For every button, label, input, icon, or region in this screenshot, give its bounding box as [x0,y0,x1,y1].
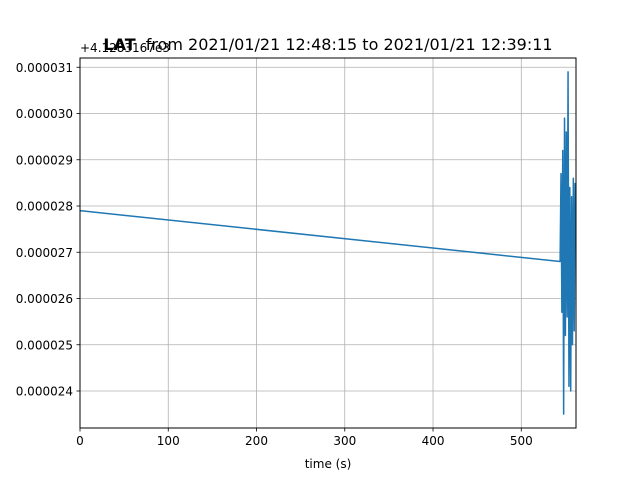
x-tick-label: 400 [422,434,445,448]
plot-frame [79,57,577,429]
lat-series-line [79,71,576,415]
y-tick-label: 0.000025 [16,338,73,352]
chart-title: LAT from 2021/01/21 12:48:15 to 2021/01/… [103,35,552,54]
x-axis-ticks: 0 100 200 300 400 500 [76,428,533,448]
chart-title-bold: LAT [103,35,135,54]
y-tick-label: 0.000026 [16,292,73,306]
chart-title-rest: from 2021/01/21 12:48:15 to 2021/01/21 1… [146,35,553,54]
x-tick-label: 300 [333,434,356,448]
y-tick-label: 0.000024 [16,385,73,399]
y-tick-label: 0.000029 [16,153,73,167]
x-tick-label: 200 [245,434,268,448]
x-tick-label: 500 [510,434,533,448]
y-offset-label: +4.1283167e3 [80,41,170,55]
x-axis-title: time (s) [305,457,352,471]
x-tick-label: 0 [76,434,84,448]
y-tick-label: 0.000030 [16,107,73,121]
y-tick-label: 0.000027 [16,246,73,260]
x-tick-label: 100 [157,434,180,448]
y-tick-label: 0.000028 [16,200,73,214]
series-layer [79,71,576,415]
y-tick-label: 0.000031 [16,61,73,75]
y-axis-ticks: 0.000024 0.000025 0.000026 0.000027 0.000028… [16,61,80,399]
grid [79,58,576,428]
